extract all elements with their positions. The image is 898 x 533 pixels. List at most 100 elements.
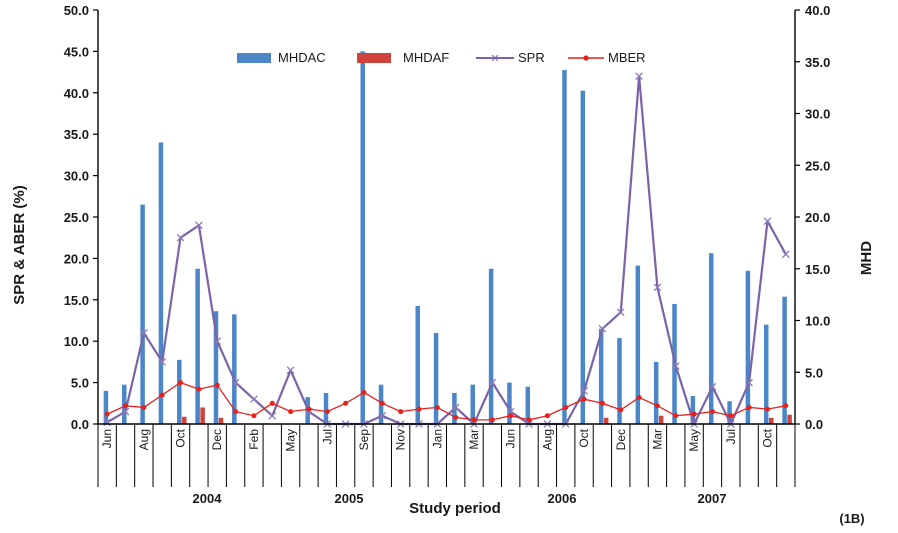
point-mber (654, 403, 660, 409)
bar-mhdaf (768, 417, 774, 424)
point-mber (288, 409, 294, 415)
point-mber (489, 417, 495, 423)
bar-mhdac (232, 314, 237, 424)
y-right-tick-label: 20.0 (805, 210, 830, 225)
legend-label-mhdaf: MHDAF (403, 50, 449, 65)
y-left-tick-label: 45.0 (64, 44, 89, 59)
point-spr (653, 283, 662, 292)
point-mber (728, 413, 734, 419)
y-left-tick-label: 20.0 (64, 251, 89, 266)
bar-mhdac (598, 328, 604, 424)
point-spr (580, 387, 588, 395)
y-axis-right-label: MHD (858, 241, 875, 275)
bar-mhdaf (658, 415, 664, 424)
point-mber (416, 406, 422, 412)
point-mber (581, 396, 587, 402)
y-right-tick-label: 10.0 (805, 314, 830, 329)
y-left-tick-label: 50.0 (64, 3, 89, 18)
legend-swatch-mhdaf (357, 53, 391, 63)
x-month-label: May (284, 429, 298, 452)
y-left-tick-label: 35.0 (64, 127, 89, 142)
point-mber (709, 409, 715, 415)
bar-mhdac (782, 296, 787, 424)
x-axis-label: Study period (409, 500, 501, 517)
x-year-label: 2005 (335, 491, 364, 506)
y-left-tick-label: 5.0 (71, 376, 89, 391)
y-right-tick-label: 5.0 (805, 365, 823, 380)
x-month-label: Mar (650, 429, 664, 450)
y-right-tick-label: 0.0 (805, 417, 823, 432)
x-month-label: Dec (614, 429, 628, 450)
point-spr (781, 250, 790, 259)
x-month-label: Jan (430, 429, 444, 448)
bar-mhdac (708, 253, 714, 424)
point-mber (544, 413, 550, 419)
x-month-label: Dec (210, 429, 224, 450)
point-mber (196, 386, 202, 392)
y-left-tick-label: 10.0 (64, 334, 89, 349)
point-mber (691, 411, 697, 417)
point-spr (451, 403, 460, 412)
legend-marker-mber (583, 55, 589, 61)
bar-mhdac (470, 384, 476, 424)
point-spr (745, 378, 754, 387)
point-mber (746, 404, 752, 410)
bar-mhdac (323, 392, 329, 424)
series-line-mber (106, 381, 786, 421)
bar-mhdac (158, 142, 164, 425)
bar-mhdac (507, 382, 512, 424)
y-right-tick-label: 30.0 (805, 107, 830, 122)
point-mber (306, 406, 312, 412)
point-mber (783, 403, 789, 409)
bar-mhdac (360, 51, 365, 425)
point-mber (636, 395, 642, 401)
legend-label-spr: SPR (518, 50, 545, 65)
legend: MHDAC MHDAF ✕ SPR MBER (237, 50, 646, 65)
point-mber (379, 400, 385, 406)
point-mber (434, 404, 440, 410)
lines-layer (103, 72, 790, 428)
point-mber (343, 400, 349, 406)
point-spr (213, 337, 222, 346)
x-month-label: Sep (357, 429, 371, 451)
y-left-tick-label: 0.0 (71, 417, 89, 432)
point-mber (324, 409, 330, 415)
point-mber (251, 413, 257, 419)
point-spr (231, 378, 240, 387)
legend-label-mber: MBER (608, 50, 646, 65)
point-mber (508, 413, 514, 419)
point-mber (141, 404, 147, 410)
y-right-tick-label: 15.0 (805, 262, 830, 277)
x-month-label: Jun (100, 429, 114, 448)
point-mber (233, 409, 239, 415)
y-left-tick-label: 25.0 (64, 210, 89, 225)
bar-mhdaf (218, 417, 224, 424)
point-spr (488, 378, 497, 387)
point-mber (104, 411, 110, 417)
point-mber (214, 382, 220, 388)
panel-label: (1B) (839, 511, 864, 526)
point-spr (506, 407, 515, 416)
point-spr (158, 358, 167, 366)
point-spr (671, 362, 680, 370)
bar-mhdac (195, 268, 200, 424)
bar-mhdac (562, 70, 567, 424)
bar-mhdac (690, 396, 696, 424)
y-right-tick-label: 35.0 (805, 55, 830, 70)
point-mber (398, 409, 404, 415)
point-spr (635, 72, 643, 81)
y-left-tick-label: 40.0 (64, 86, 89, 101)
x-month-label: Aug (137, 429, 151, 450)
y-axis-left-label: SPR & ABER (%) (11, 185, 28, 304)
x-month-label: Mar (467, 429, 481, 450)
legend-label-mhdac: MHDAC (278, 50, 326, 65)
point-spr (176, 233, 185, 242)
bar-mhdac (433, 332, 439, 424)
bar-mhdaf (787, 414, 792, 424)
point-mber (673, 413, 679, 419)
point-spr (121, 407, 130, 416)
bar-mhdaf (200, 407, 205, 424)
point-spr (139, 329, 148, 337)
series-line-spr (106, 75, 787, 426)
